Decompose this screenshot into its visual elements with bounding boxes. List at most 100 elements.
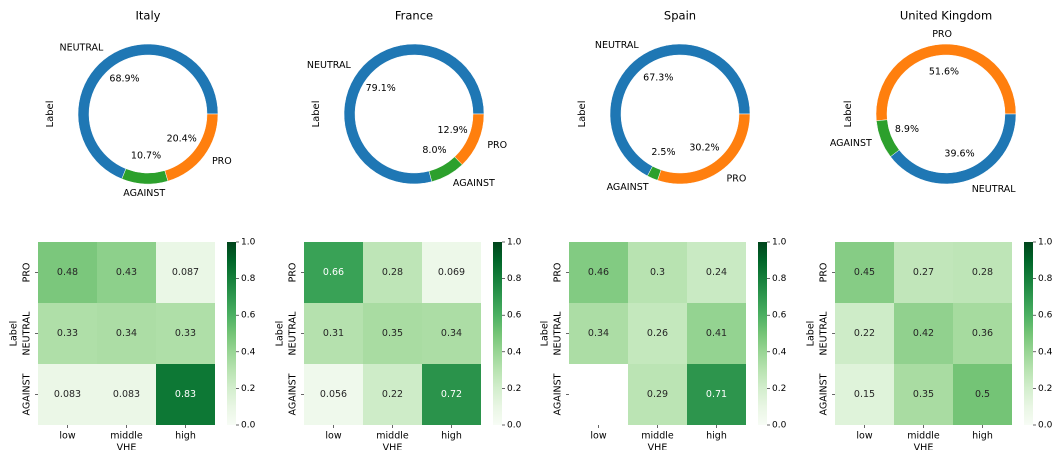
heatmap-ylabel: Label [9,321,20,347]
heatmap-cell-label: 0.42 [913,328,934,339]
pie-percent-label: 68.9% [109,74,139,85]
pie-ylabel: Label [577,101,588,128]
heatmap-cell [628,364,687,425]
pie-category-label: NEUTRAL [307,60,352,71]
heatmap-cell [156,242,215,303]
pie-category-label: PRO [212,156,232,167]
pie-ylabel: Label [311,101,322,128]
heatmap-cell-label: 0.72 [441,389,462,400]
colorbar-tick-label: 1.0 [1038,238,1053,248]
heatmap-xlabel: VHE [648,443,668,450]
pie-percent-label: 10.7% [131,150,161,161]
heatmap-cell-label: 0.33 [175,328,196,339]
heatmap-cell [363,242,422,303]
y-tick-label: NEUTRAL [553,311,564,356]
colorbar-tick-label: 1.0 [772,238,787,248]
pie-title: Spain [664,9,696,23]
pie-category-label: PRO [487,140,507,151]
pie-title: Italy [136,9,161,23]
heatmap-cell-label: 0.5 [975,389,990,400]
colorbar-tick-label: 0.4 [772,347,787,357]
pie-percent-label: 30.2% [689,143,719,154]
heatmap-cell-label: 0.069 [438,267,465,278]
heatmap-cell [304,303,363,364]
x-tick-label: middle [641,431,674,442]
colorbar-tick-label: 0.4 [1038,347,1053,357]
pie-category-label: AGAINST [607,182,649,193]
colorbar-tick-label: 0.6 [507,311,522,321]
pie-category-label: NEUTRAL [972,184,1017,195]
heatmap-cell-label: 0.3 [650,267,665,278]
heatmap-cell-label: 0.083 [54,389,81,400]
heatmap-cell [687,303,746,364]
heatmap-cell [156,364,215,425]
heatmap-cell [156,303,215,364]
y-tick-label: AGAINST [22,373,33,415]
heatmap-cell [628,303,687,364]
colorbar-tick-label: 0.0 [507,421,522,431]
colorbar-tick-label: 0.0 [1038,421,1053,431]
colorbar-tick-label: 0.2 [772,384,786,394]
heatmap-cell-label: 0.27 [913,267,934,278]
colorbar-tick-label: 0.6 [772,311,787,321]
y-tick-label: PRO [819,263,830,283]
pie-percent-label: 8.0% [422,145,446,156]
y-tick-label: AGAINST [553,373,564,415]
heatmap-cell [953,364,1012,425]
heatmap-cell [569,242,628,303]
heatmap-cell [835,303,894,364]
colorbar-tick-label: 1.0 [241,238,256,248]
colorbar-tick-label: 0.0 [772,421,787,431]
heatmap-cell [569,364,628,425]
pie-slice-pro [164,113,219,182]
pie-slice-pro [875,43,1017,122]
heatmap-xlabel: VHE [914,443,934,450]
colorbar-tick-label: 0.6 [1038,311,1053,321]
pie-percent-label: 8.9% [895,124,919,135]
x-tick-label: low [590,431,606,442]
colorbar-tick-label: 0.2 [507,384,521,394]
heatmap-cell [953,242,1012,303]
pie-slice-neutral [343,43,485,185]
x-tick-label: low [59,431,75,442]
heatmap-cell-label: 0.34 [588,328,609,339]
heatmap-cell-label: 0.43 [116,267,137,278]
colorbar-tick-label: 0.8 [772,274,787,284]
heatmap-cell [894,303,953,364]
heatmap-cell-label: 0.41 [706,328,727,339]
heatmap-cell [835,242,894,303]
heatmap-cell-label: 0.24 [706,267,727,278]
heatmap-cell [363,364,422,425]
pie-percent-label: 51.6% [929,67,959,78]
heatmap-cell-label: 0.28 [382,267,403,278]
y-tick-label: PRO [288,263,299,283]
x-tick-label: low [325,431,341,442]
heatmap-cell [569,303,628,364]
y-tick-label: NEUTRAL [22,311,33,356]
heatmap-cell-label: 0.31 [323,328,344,339]
heatmap-cell [687,242,746,303]
heatmap-cell-label: 0.056 [320,389,347,400]
heatmap-cell-label: 0.22 [382,389,403,400]
heatmap-cell [835,364,894,425]
heatmap-cell-label: 0.083 [113,389,140,400]
heatmap-cell [687,364,746,425]
pie-category-label: AGAINST [830,138,872,149]
heatmap-cell [422,242,481,303]
y-tick-label: PRO [553,263,564,283]
heatmap-cell-label: 0.29 [647,389,668,400]
pie-slice-neutral [609,43,751,177]
heatmap-cell [894,364,953,425]
heatmap-xlabel: VHE [117,443,137,450]
heatmap-cell-label: 0.48 [57,267,78,278]
colorbar [227,242,236,425]
heatmap-ylabel: Label [275,321,286,347]
heatmap-cell-label: 0.35 [913,389,934,400]
heatmap-cell-label: 0.22 [854,328,875,339]
pie-title: United Kingdom [900,9,992,23]
pie-percent-label: 67.3% [643,73,673,84]
heatmap-cell-label: 0.36 [972,328,993,339]
pie-percent-label: 2.5% [651,147,675,158]
heatmap-cell-label: 0.26 [647,328,668,339]
